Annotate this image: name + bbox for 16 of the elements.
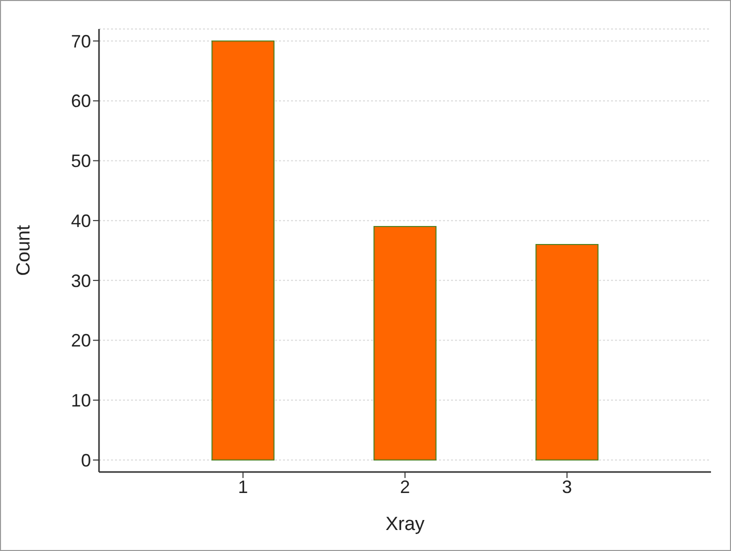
bar <box>374 226 436 461</box>
x-tick-label: 2 <box>400 476 410 497</box>
y-tick-label: 60 <box>70 91 91 112</box>
x-tick-label: 1 <box>238 476 248 497</box>
y-tick-label: 0 <box>80 450 91 470</box>
y-tick-label: 70 <box>70 31 91 52</box>
y-tick-label: 50 <box>70 151 91 172</box>
x-tick-label: 3 <box>562 476 572 497</box>
y-tick-label: 40 <box>70 210 91 231</box>
y-axis-title: Count <box>14 224 35 276</box>
y-tick-label: 20 <box>70 330 91 351</box>
y-tick-label: 10 <box>70 390 91 411</box>
bar <box>212 40 274 461</box>
bar <box>536 244 598 461</box>
y-tick-label: 30 <box>70 270 91 291</box>
x-axis-title: Xray <box>385 514 426 535</box>
